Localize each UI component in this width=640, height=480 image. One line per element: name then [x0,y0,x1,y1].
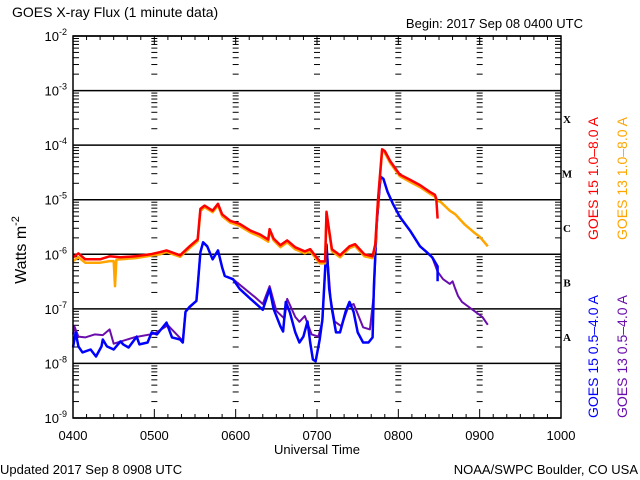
y-tick-exponent: -7 [59,300,67,310]
x-tick-label: 0400 [59,428,88,443]
flare-class-a: A [563,332,571,344]
y-tick-base: 10 [45,411,59,426]
flare-class-labels: X M C B A [562,114,573,344]
y-tick-base: 10 [45,302,59,317]
x-tick-label: 0500 [140,428,169,443]
y-tick-labels: 10-210-310-410-510-610-710-810-9 [45,27,67,426]
y-tick-label: 10-6 [45,245,67,262]
chart-title: GOES X-ray Flux (1 minute data) [12,4,218,20]
series-goes-13-0-5-4-0-a [72,175,489,345]
series-goes-15-0-5-4-0-a [71,175,439,363]
updated-timestamp: Updated 2017 Sep 8 0908 UTC [0,462,182,477]
x-tick-label: 1000 [547,428,576,443]
y-tick-exponent: -5 [59,191,67,201]
y-tick-label: 10-3 [45,82,67,99]
y-tick-exponent: -6 [59,245,67,255]
y-tick-label: 10-2 [45,27,67,44]
flare-class-x: X [563,114,571,126]
x-axis-label: Universal Time [274,442,360,457]
y-axis-label: Watts m-2 [10,216,30,284]
x-tick-label: 0700 [303,428,332,443]
chart-subtitle: Begin: 2017 Sep 08 0400 UTC [406,16,583,31]
y-tick-label: 10-9 [45,409,67,426]
y-tick-label: 10-5 [45,191,67,208]
flare-class-b: B [563,278,571,290]
credit: NOAA/SWPC Boulder, CO USA [454,462,639,477]
series-goes-15-1-0-8-0-a [72,148,439,263]
flare-class-m: M [562,168,573,180]
y-axis-label-text: Watts m [13,226,30,284]
y-tick-base: 10 [45,247,59,262]
y-tick-exponent: -8 [59,354,67,364]
y-tick-exponent: -9 [59,409,67,419]
y-tick-base: 10 [45,29,59,44]
legend-goes15-short: GOES 15 0.5–4.0 A [585,294,601,418]
y-tick-base: 10 [45,84,59,99]
x-tick-label: 0800 [384,428,413,443]
series-lines [71,148,489,363]
y-tick-exponent: -3 [59,82,67,92]
x-tick-labels: 0400 0500 0600 0700 0800 0900 1000 [59,428,576,443]
legend-goes13-long: GOES 13 1.0–8.0 A [614,116,630,240]
y-tick-base: 10 [45,356,59,371]
series-goes-13-1-0-8-0-a [72,149,489,288]
y-tick-label: 10-7 [45,300,67,317]
y-tick-base: 10 [45,193,59,208]
y-axis-label-exponent: -2 [10,216,22,226]
y-tick-exponent: -2 [59,27,67,37]
y-tick-label: 10-8 [45,354,67,371]
y-tick-base: 10 [45,138,59,153]
legend-goes13-short: GOES 13 0.5–4.0 A [614,294,630,418]
plot-frame [72,35,562,419]
x-tick-label: 0900 [465,428,494,443]
y-tick-label: 10-4 [45,136,67,153]
legend-goes15-long: GOES 15 1.0–8.0 A [585,116,601,240]
y-tick-exponent: -4 [59,136,67,146]
x-tick-label: 0600 [221,428,250,443]
flare-class-c: C [563,223,571,235]
